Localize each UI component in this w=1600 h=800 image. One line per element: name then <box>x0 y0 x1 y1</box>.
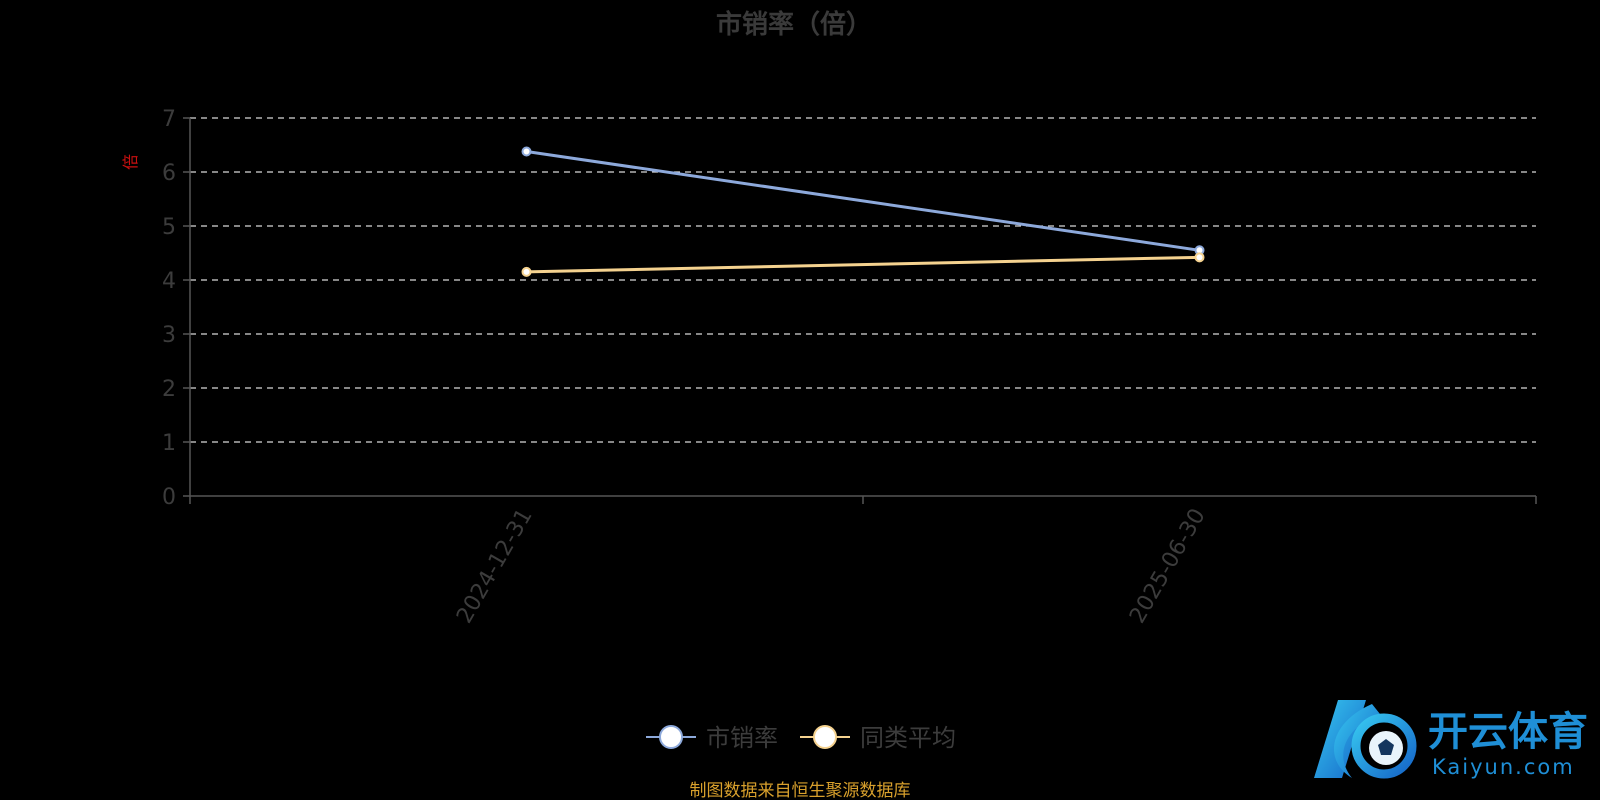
x-tick-label: 2024-12-31 <box>452 505 538 628</box>
logo-ring-icon <box>1351 713 1417 779</box>
legend: 市销率 同类平均 <box>646 724 956 752</box>
x-tick-label: 2025-06-30 <box>1125 505 1211 628</box>
legend-label-0: 市销率 <box>706 724 778 752</box>
y-tick-label: 0 <box>162 485 176 510</box>
data-point <box>521 146 532 157</box>
chart-title: 市销率（倍） <box>716 9 872 40</box>
data-point <box>521 266 532 277</box>
y-tick-label: 2 <box>162 377 176 402</box>
watermark-text-cn: 开云体育 <box>1428 709 1588 755</box>
grid-lines <box>190 117 1536 443</box>
x-axis-ticks: 2024-12-31 2025-06-30 <box>189 496 1537 628</box>
logo-k-swoosh-icon <box>1333 704 1380 778</box>
series-line-0 <box>526 149 1200 252</box>
watermark-logo: 开云体育 Kaiyun.com <box>1314 700 1588 779</box>
legend-label-1: 同类平均 <box>860 724 956 752</box>
y-tick-label: 6 <box>162 161 176 186</box>
watermark-text-en: Kaiyun.com <box>1432 755 1575 779</box>
y-tick-label: 1 <box>162 431 176 456</box>
y-axis-unit-label: 倍 <box>121 154 140 170</box>
y-tick-label: 5 <box>162 215 176 240</box>
data-point <box>1194 252 1205 263</box>
legend-marker-icon <box>813 725 837 749</box>
source-note: 制图数据来自恒生聚源数据库 <box>690 781 911 800</box>
legend-marker-icon <box>659 725 683 749</box>
series-lines <box>521 146 1205 277</box>
series-line-1 <box>526 255 1200 274</box>
y-axis-ticks: 0 1 2 3 4 5 6 7 <box>162 107 190 510</box>
y-tick-label: 4 <box>162 269 176 294</box>
y-tick-label: 7 <box>162 107 176 132</box>
y-tick-label: 3 <box>162 323 176 348</box>
